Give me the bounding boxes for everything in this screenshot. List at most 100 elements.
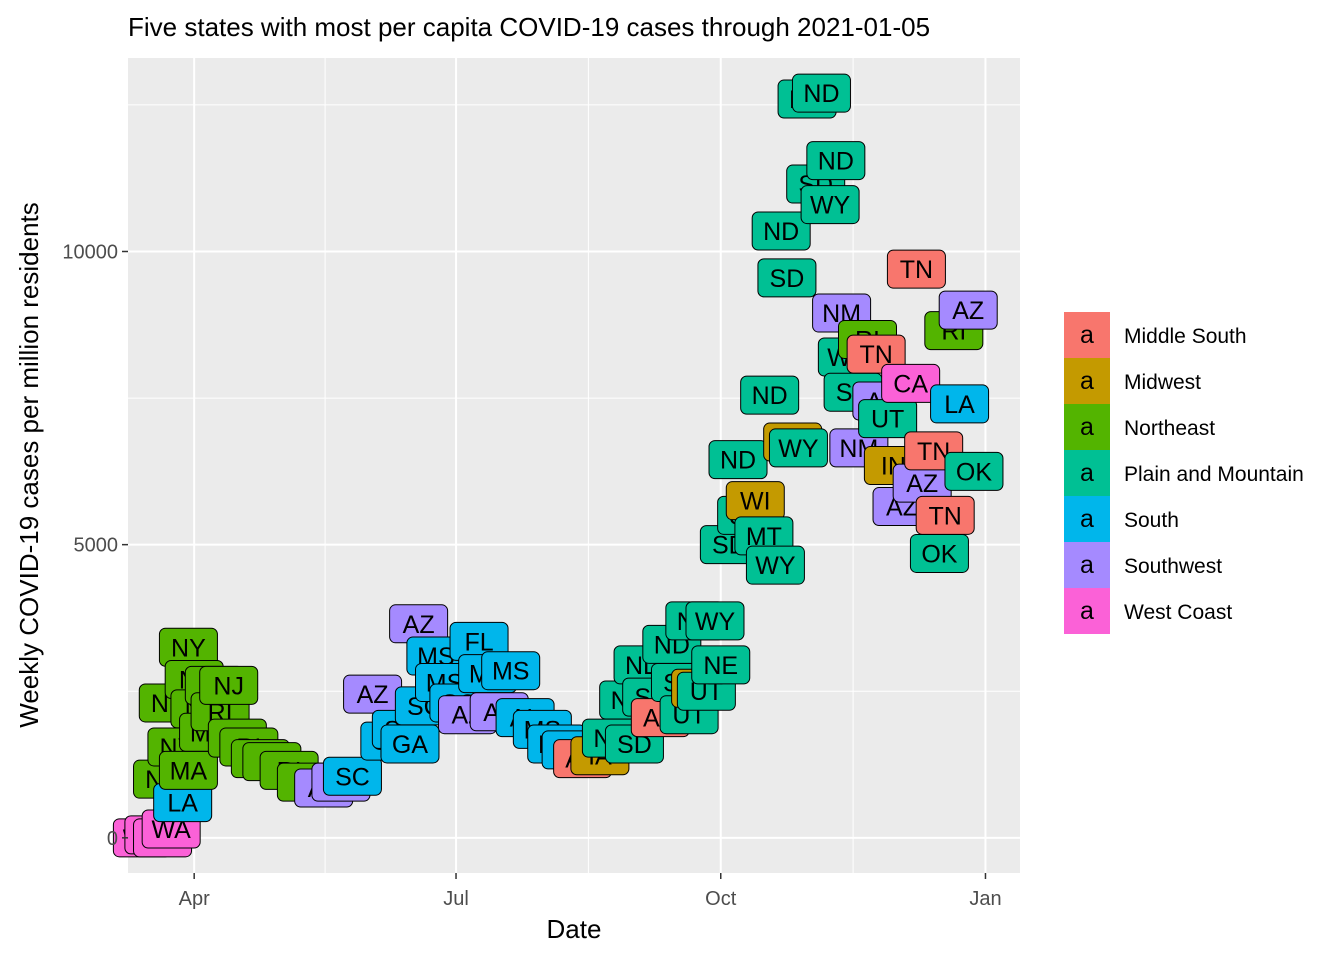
legend-item: a West Coast	[1064, 588, 1232, 634]
data-point-label: ND	[751, 211, 811, 251]
x-tick-label: Oct	[705, 888, 737, 910]
data-point-box	[806, 141, 866, 181]
legend-label: Southwest	[1124, 555, 1222, 578]
data-point-label: NE	[691, 645, 751, 685]
legend-key	[1064, 496, 1110, 542]
data-point-text: NY	[171, 634, 206, 662]
data-point-text: TN	[900, 256, 933, 284]
data-point-box	[791, 73, 851, 113]
data-point-label: TN	[915, 495, 975, 535]
x-tick-label: Jan	[969, 888, 1001, 910]
data-point-box	[685, 601, 745, 641]
data-point-text: ND	[752, 382, 788, 410]
data-point-text: OK	[956, 458, 992, 486]
legend-label: South	[1124, 509, 1179, 532]
data-point-label: NY	[158, 627, 218, 667]
data-point-label: SC	[322, 756, 382, 796]
data-point-label: MA	[158, 750, 218, 790]
data-point-box	[322, 756, 382, 796]
data-point-label: NJ	[199, 665, 259, 705]
data-point-label: AZ	[389, 604, 449, 644]
data-point-text: ND	[763, 218, 799, 246]
data-point-box	[745, 545, 805, 585]
data-point-label: FL	[449, 621, 509, 661]
data-point-text: AZ	[906, 470, 938, 498]
data-point-text: MS	[492, 658, 530, 686]
data-point-box	[691, 645, 751, 685]
data-point-text: SD	[770, 265, 805, 293]
data-point-text: LA	[944, 391, 975, 419]
legend-key	[1064, 588, 1110, 634]
legend-key	[1064, 312, 1110, 358]
data-point-text: AZ	[403, 611, 435, 639]
legend-label: Middle South	[1124, 325, 1247, 348]
legend-label: Northeast	[1124, 417, 1215, 440]
chart-title: Five states with most per capita COVID-1…	[128, 12, 930, 42]
points-layer: WAWAWAWANYNYNYLAMANYNJNJMANJRINJRIRIRIRI…	[112, 73, 1004, 858]
legend-key-glyph: a	[1080, 367, 1094, 395]
legend-key-glyph: a	[1080, 321, 1094, 349]
data-point-text: OK	[921, 540, 957, 568]
data-point-text: SC	[335, 763, 370, 791]
legend-label: Plain and Mountain	[1124, 463, 1304, 486]
data-point-text: ND	[803, 80, 839, 108]
legend-key	[1064, 404, 1110, 450]
legend-key-glyph: a	[1080, 505, 1094, 533]
data-point-text: CA	[893, 370, 928, 398]
data-point-label: CA	[881, 363, 941, 403]
data-point-text: ND	[720, 447, 756, 475]
data-point-label: OK	[944, 451, 1004, 491]
legend-label: Midwest	[1124, 371, 1201, 394]
data-point-box	[481, 651, 541, 691]
data-point-label: SD	[757, 258, 817, 298]
data-point-label: ND	[791, 73, 851, 113]
legend-item: a South	[1064, 496, 1179, 542]
data-point-text: GA	[392, 731, 428, 759]
data-point-box	[915, 495, 975, 535]
x-tick-label: Apr	[179, 888, 210, 910]
data-point-label: AZ	[343, 674, 403, 714]
data-point-text: WY	[778, 435, 819, 463]
legend-key	[1064, 358, 1110, 404]
legend-item: a Southwest	[1064, 542, 1222, 588]
y-axis-title: Weekly COVID-19 cases per million reside…	[14, 202, 44, 727]
legend-label: West Coast	[1124, 601, 1232, 624]
data-point-label: ND	[740, 375, 800, 415]
data-point-text: WY	[695, 608, 736, 636]
data-point-text: AZ	[357, 681, 389, 709]
data-point-text: MA	[170, 757, 208, 785]
y-axis: 0 5000 10000	[62, 241, 128, 850]
legend-item: a Middle South	[1064, 312, 1247, 358]
data-point-text: LA	[167, 790, 198, 818]
y-tick-label: 10000	[62, 241, 118, 263]
legend-item: a Midwest	[1064, 358, 1201, 404]
data-point-box	[881, 363, 941, 403]
data-point-box	[757, 258, 817, 298]
data-point-label: WY	[685, 601, 745, 641]
data-point-text: ND	[818, 148, 854, 176]
data-point-box	[751, 211, 811, 251]
data-point-box	[944, 451, 1004, 491]
data-point-box	[199, 665, 259, 705]
data-point-label: WY	[800, 185, 860, 225]
data-point-text: WY	[755, 552, 796, 580]
data-point-label: GA	[380, 724, 440, 764]
data-point-text: WI	[740, 488, 771, 516]
legend: a Middle South a Midwest a Northeast a Plain an…	[1064, 312, 1304, 634]
data-point-text: WY	[810, 192, 851, 220]
data-point-label: AZ	[892, 463, 952, 503]
y-tick-label: 5000	[74, 535, 119, 557]
data-point-label: AZ	[938, 290, 998, 330]
data-point-text: UT	[871, 406, 904, 434]
data-point-box	[938, 290, 998, 330]
legend-item: a Plain and Mountain	[1064, 450, 1304, 496]
data-point-label: ND	[708, 440, 768, 480]
data-point-box	[740, 375, 800, 415]
data-point-label: LA	[153, 783, 213, 823]
data-point-label: TN	[886, 249, 946, 289]
data-point-label: ND	[806, 141, 866, 181]
data-point-label: WI	[725, 481, 785, 521]
legend-item: a Northeast	[1064, 404, 1215, 450]
